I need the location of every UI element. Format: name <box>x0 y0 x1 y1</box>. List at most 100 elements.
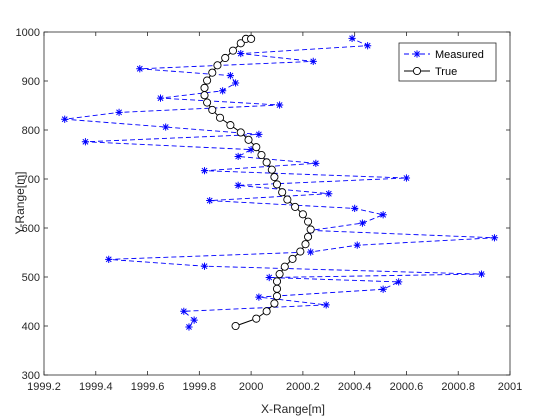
data-point-measured <box>105 256 112 263</box>
data-point-measured <box>312 160 319 167</box>
data-point-measured <box>395 278 402 285</box>
x-tick-label: 2001 <box>498 381 522 393</box>
data-point-measured <box>359 220 366 227</box>
legend-label-true: True <box>435 66 457 78</box>
data-point-true <box>304 218 311 225</box>
data-point-true <box>253 315 260 322</box>
data-point-measured <box>136 65 143 72</box>
data-point-measured <box>351 205 358 212</box>
data-point-measured <box>380 211 387 218</box>
legend-label-measured: Measured <box>435 49 484 61</box>
data-point-measured <box>201 167 208 174</box>
y-tick-label: 500 <box>22 272 40 284</box>
data-point-true <box>258 151 265 158</box>
data-point-true <box>209 106 216 113</box>
data-point-measured <box>232 79 239 86</box>
data-point-true <box>273 285 280 292</box>
data-point-true <box>279 189 286 196</box>
data-point-true <box>263 308 270 315</box>
plot-area <box>44 32 510 375</box>
data-point-measured <box>235 182 242 189</box>
data-point-measured <box>380 286 387 293</box>
x-tick-label: 2000.6 <box>390 381 424 393</box>
data-point-true <box>302 241 309 248</box>
data-point-measured <box>255 293 262 300</box>
x-axis-title: X-Range[m] <box>261 402 325 416</box>
data-point-measured <box>191 317 198 324</box>
data-point-true <box>201 84 208 91</box>
data-point-true <box>222 54 229 61</box>
data-point-measured <box>219 87 226 94</box>
data-point-measured <box>364 42 371 49</box>
data-point-true <box>271 173 278 180</box>
data-point-true <box>268 166 275 173</box>
data-point-measured <box>157 95 164 102</box>
data-point-measured <box>266 274 273 281</box>
data-point-measured <box>162 123 169 130</box>
data-point-measured <box>206 197 213 204</box>
data-point-measured <box>227 72 234 79</box>
data-point-true <box>289 255 296 262</box>
data-point-true <box>292 203 299 210</box>
data-point-true <box>245 136 252 143</box>
data-point-true <box>276 270 283 277</box>
data-point-measured <box>354 242 361 249</box>
x-tick-label: 1999.6 <box>131 381 165 393</box>
data-point-true <box>214 62 221 69</box>
data-point-true <box>299 211 306 218</box>
legend-marker-true <box>413 67 420 74</box>
data-point-true <box>232 322 239 329</box>
data-point-true <box>273 293 280 300</box>
data-point-true <box>281 263 288 270</box>
x-tick-label: 2000 <box>239 381 263 393</box>
data-point-measured <box>491 234 498 241</box>
data-point-true <box>229 47 236 54</box>
data-point-true <box>273 278 280 285</box>
data-point-measured <box>235 153 242 160</box>
data-point-measured <box>201 263 208 270</box>
y-tick-label: 800 <box>22 125 40 137</box>
data-point-measured <box>348 35 355 42</box>
y-tick-label: 1000 <box>16 27 40 39</box>
data-point-true <box>204 99 211 106</box>
data-point-true <box>307 226 314 233</box>
data-point-measured <box>307 248 314 255</box>
data-point-true <box>304 233 311 240</box>
x-tick-label: 1999.8 <box>183 381 217 393</box>
data-point-measured <box>180 308 187 315</box>
data-point-measured <box>310 58 317 65</box>
data-point-true <box>216 114 223 121</box>
x-tick-label: 1999.4 <box>79 381 113 393</box>
y-tick-label: 900 <box>22 76 40 88</box>
data-point-measured <box>185 323 192 330</box>
data-point-true <box>209 69 216 76</box>
y-tick-label: 300 <box>22 370 40 382</box>
y-tick-label: 400 <box>22 321 40 333</box>
x-tick-label: 2000.8 <box>441 381 475 393</box>
data-point-measured <box>478 270 485 277</box>
data-point-measured <box>255 131 262 138</box>
y-axis-title: Y-Range[m] <box>13 172 27 235</box>
x-tick-label: 1999.2 <box>27 381 61 393</box>
axes-box <box>44 32 510 375</box>
data-point-true <box>201 92 208 99</box>
data-point-measured <box>237 50 244 57</box>
data-point-true <box>263 159 270 166</box>
data-point-true <box>204 77 211 84</box>
data-point-measured <box>403 174 410 181</box>
legend: Measured True <box>399 43 496 81</box>
data-point-measured <box>276 101 283 108</box>
data-point-true <box>253 144 260 151</box>
data-point-true <box>284 196 291 203</box>
x-tick-label: 2000.2 <box>286 381 320 393</box>
data-point-measured <box>61 116 68 123</box>
data-point-measured <box>325 190 332 197</box>
data-point-measured <box>323 301 330 308</box>
data-point-true <box>271 300 278 307</box>
data-point-true <box>237 129 244 136</box>
data-point-true <box>297 248 304 255</box>
x-tick-label: 2000.4 <box>338 381 372 393</box>
legend-marker-measured <box>413 50 420 57</box>
data-point-true <box>227 122 234 129</box>
